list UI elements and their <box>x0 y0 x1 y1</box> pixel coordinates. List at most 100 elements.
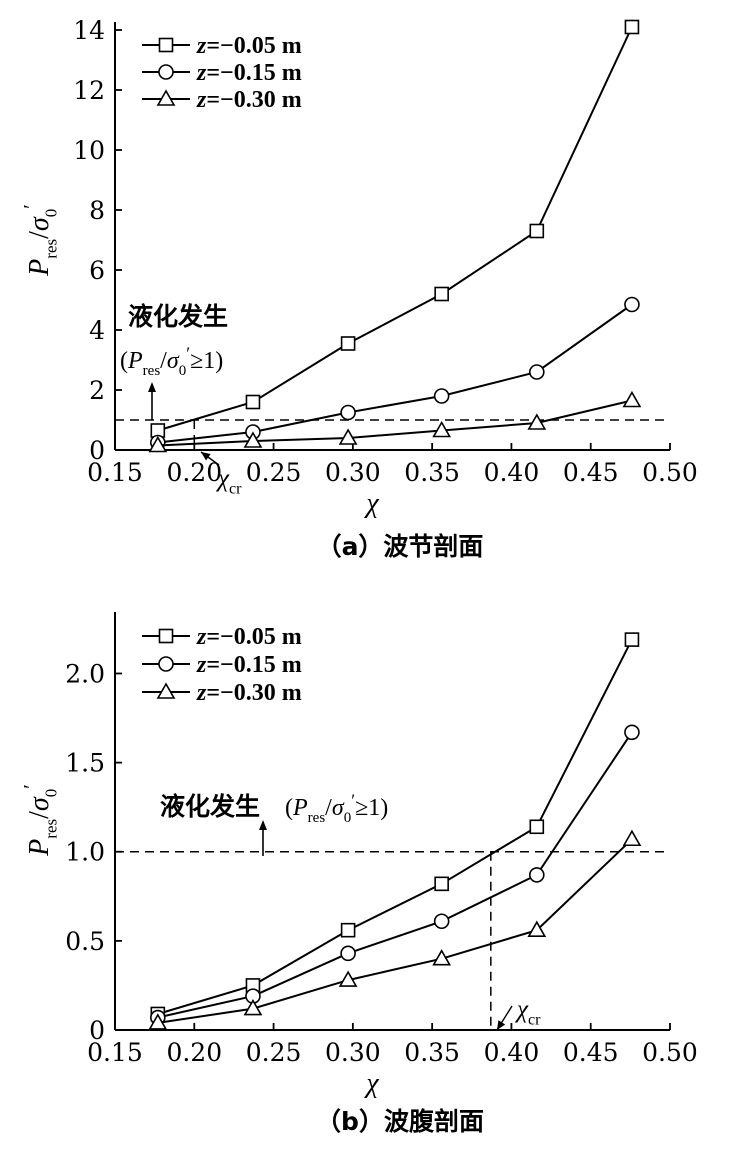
x-tick-label: 0.20 <box>166 458 222 487</box>
data-point <box>340 404 356 421</box>
series-triangle <box>148 390 642 453</box>
data-point <box>243 998 263 1016</box>
series-line <box>157 838 633 1024</box>
y-axis-label: Pres/σ0′ <box>19 784 60 857</box>
data-point <box>529 819 545 835</box>
annotation-condition: (Pres/σ0′≥1) <box>120 344 223 380</box>
x-tick-label: 0.15 <box>87 1038 143 1067</box>
data-point <box>148 1013 168 1030</box>
legend-label: z=−0.05 m <box>196 624 302 650</box>
data-point <box>243 431 263 448</box>
data-point <box>245 394 261 410</box>
x-tick-label: 0.40 <box>484 458 540 487</box>
critical-chi-arrow-head <box>497 1020 506 1030</box>
critical-chi-arrow-head <box>201 452 211 461</box>
data-point <box>529 223 545 239</box>
annotation-condition: (Pres/σ0′≥1) <box>285 791 388 827</box>
y-tick-label: 12 <box>73 76 105 105</box>
series-line <box>157 399 633 447</box>
annotation-title: 液化发生 <box>128 302 228 331</box>
annotation-arrow-head <box>148 382 156 392</box>
x-tick-label: 0.20 <box>166 1038 222 1067</box>
series-line <box>157 639 633 1015</box>
data-point <box>624 296 640 313</box>
y-tick-label: 14 <box>73 16 105 45</box>
x-tick-label: 0.35 <box>404 1038 460 1067</box>
y-tick-label: 0.5 <box>65 927 105 956</box>
critical-chi-text: χcr <box>216 465 242 498</box>
data-point <box>624 632 640 647</box>
legend-label: z=−0.15 m <box>196 60 302 86</box>
liquefaction-annotation: 液化发生 (Pres/σ0′≥1) <box>160 791 388 856</box>
y-axis-label: Pres/σ0′ <box>19 204 60 277</box>
y-tick-label: 4 <box>89 316 105 345</box>
legend-label: z=−0.05 m <box>196 33 302 59</box>
x-tick-label: 0.45 <box>563 1038 619 1067</box>
legend-marker <box>158 628 174 644</box>
x-tick-label: 0.35 <box>404 458 460 487</box>
y-tick-label: 10 <box>73 136 105 165</box>
panel-caption: （a）波节剖面 <box>317 532 484 561</box>
data-point <box>527 413 547 430</box>
panel-caption: （b）波腹剖面 <box>316 1107 484 1136</box>
x-tick-label: 0.30 <box>325 458 381 487</box>
liquefaction-annotation: 液化发生 (Pres/σ0′≥1) <box>120 302 228 420</box>
legend: z=−0.05 mz=−0.15 mz=−0.30 m <box>142 33 302 113</box>
legend-marker <box>158 37 174 53</box>
x-tick-label: 0.40 <box>484 1038 540 1067</box>
x-tick-label: 0.50 <box>642 458 698 487</box>
x-axis-label: χ <box>363 1068 379 1099</box>
series-line <box>157 303 633 444</box>
data-point <box>340 336 356 351</box>
data-point <box>340 922 356 938</box>
series-line <box>157 731 633 1019</box>
data-point <box>433 388 450 404</box>
annotation-title: 液化发生 <box>160 792 260 821</box>
y-tick-label: 6 <box>89 256 105 285</box>
series-square <box>150 19 640 438</box>
data-point <box>528 364 545 380</box>
data-point <box>624 19 640 35</box>
data-point <box>433 913 450 930</box>
legend-marker <box>156 682 176 699</box>
y-tick-label: 1.0 <box>65 838 105 867</box>
y-tick-label: 8 <box>89 196 105 225</box>
y-tick-label: 2.0 <box>65 659 105 688</box>
data-point <box>338 970 358 987</box>
legend-marker <box>158 656 174 672</box>
data-point <box>338 428 358 445</box>
data-point <box>432 949 452 966</box>
y-tick-label: 2 <box>89 376 105 405</box>
critical-chi-text: χcr <box>515 996 541 1029</box>
data-point <box>527 920 547 937</box>
critical-chi-label: χcr <box>496 996 541 1031</box>
data-point <box>434 286 449 302</box>
series-circle <box>150 296 640 451</box>
data-point <box>624 724 640 741</box>
legend-label: z=−0.15 m <box>196 652 302 678</box>
y-tick-label: 0 <box>89 436 105 465</box>
series-triangle <box>148 829 642 1030</box>
legend-label: z=−0.30 m <box>196 87 302 113</box>
data-point <box>340 945 356 962</box>
y-tick-label: 0 <box>89 1016 105 1045</box>
chart-panel-a: 0.15 0.20 0.25 0.30 0.35 0.40 0.45 0.50 0 2 4 6 8 10 1… <box>19 16 698 561</box>
legend-marker <box>158 64 174 80</box>
data-point <box>622 829 642 847</box>
series-line <box>157 26 633 432</box>
data-point <box>622 390 642 408</box>
x-tick-label: 0.30 <box>325 1038 381 1067</box>
critical-chi-label: χcr <box>200 451 242 498</box>
legend-marker <box>156 89 176 106</box>
data-point <box>434 876 449 892</box>
legend-label: z=−0.30 m <box>196 680 302 706</box>
data-point <box>148 435 168 453</box>
x-tick-label: 0.45 <box>563 458 619 487</box>
legend: z=−0.05 mz=−0.15 mz=−0.30 m <box>142 624 302 706</box>
x-tick-label: 0.25 <box>246 458 302 487</box>
x-axis-label: χ <box>363 488 379 519</box>
data-point <box>528 867 545 883</box>
y-tick-label: 1.5 <box>65 749 105 778</box>
data-point <box>432 420 452 438</box>
